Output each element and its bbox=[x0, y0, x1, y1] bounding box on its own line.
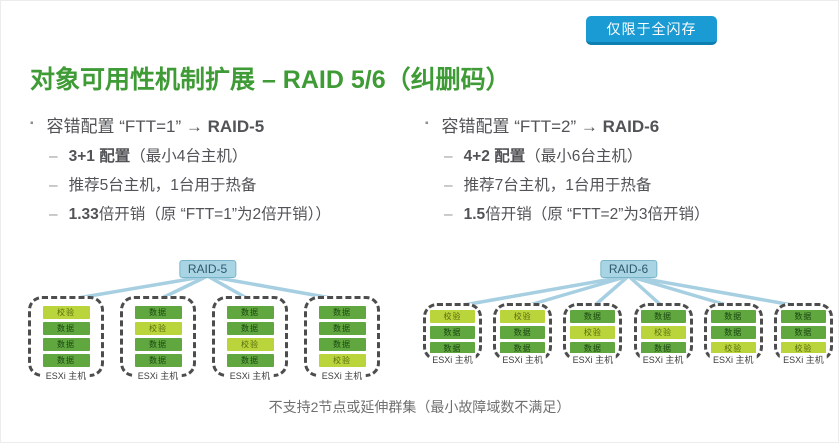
parity-block: 校验 bbox=[710, 341, 756, 355]
raid5-heading-text: 容错配置 “FTT=1” → RAID-5 bbox=[46, 117, 265, 136]
esxi-host: 数据 数据 校验 ESXi 主机 bbox=[703, 303, 763, 366]
esxi-host: 数据 数据 校验 数据 ESXi 主机 bbox=[212, 296, 288, 382]
parity-block: 校验 bbox=[500, 309, 546, 323]
parity-block: 校验 bbox=[134, 322, 182, 335]
raid6-heading: ▪ 容错配置 “FTT=2” → RAID-6 bbox=[425, 112, 829, 137]
esxi-host-label: ESXi 主机 bbox=[780, 353, 827, 366]
raid5-item-overhead-text: 1.33倍开销（原 “FTT=1”为2倍开销）） bbox=[68, 206, 331, 223]
parity-block: 校验 bbox=[318, 354, 366, 367]
raid6-connector-lines bbox=[450, 274, 806, 309]
raid5-item-config: – 3+1 配置（最小4台主机） bbox=[49, 147, 422, 167]
dash-marker: – bbox=[444, 206, 453, 223]
parity-block: 校验 bbox=[780, 341, 826, 355]
data-block: 数据 bbox=[570, 341, 616, 355]
dash-marker: – bbox=[49, 206, 58, 223]
all-flash-only-badge: 仅限于全闪存 bbox=[586, 16, 717, 45]
esxi-host-label: ESXi 主机 bbox=[569, 353, 617, 366]
esxi-host: 数据 数据 校验 ESXi 主机 bbox=[773, 303, 833, 366]
raid5-heading: ▪ 容错配置 “FTT=1” → RAID-5 bbox=[30, 112, 422, 137]
footer-note: 不支持2节点或延伸群集（最小故障域数不满足） bbox=[268, 399, 571, 415]
data-block: 数据 bbox=[780, 309, 826, 323]
raid5-item-recommend: – 推荐5台主机，1台用于热备 bbox=[49, 176, 422, 196]
raid5-item-recommend-text: 推荐5台主机，1台用于热备 bbox=[68, 177, 257, 194]
data-block: 数据 bbox=[318, 306, 366, 319]
data-block: 数据 bbox=[570, 309, 616, 323]
raid6-bullet-column: ▪ 容错配置 “FTT=2” → RAID-6 – 4+2 配置（最小6台主机）… bbox=[425, 112, 829, 234]
esxi-host: 校验 数据 数据 数据 ESXi 主机 bbox=[28, 296, 104, 382]
data-block: 数据 bbox=[134, 354, 182, 367]
data-block: 数据 bbox=[780, 325, 826, 339]
data-block: 数据 bbox=[134, 306, 182, 319]
raid6-item-recommend: – 推荐7台主机，1台用于热备 bbox=[444, 176, 829, 196]
esxi-host-label: ESXi 主机 bbox=[226, 369, 274, 382]
raid6-diagram: RAID-6 校验 数据 数据 ESXi 主机 校验 数据 数据 ESXi 主机 数据 校验 数据 E… bbox=[418, 256, 839, 392]
raid5-item-config-text: 3+1 配置（最小4台主机） bbox=[68, 148, 248, 165]
esxi-host: 数据 数据 数据 校验 ESXi 主机 bbox=[304, 296, 380, 382]
raid6-item-config-text: 4+2 配置（最小6台主机） bbox=[463, 148, 643, 165]
data-block: 数据 bbox=[134, 338, 182, 351]
data-block: 数据 bbox=[640, 341, 686, 355]
parity-block: 校验 bbox=[226, 338, 274, 351]
data-block: 数据 bbox=[42, 338, 90, 351]
data-block: 数据 bbox=[710, 309, 756, 323]
data-block: 数据 bbox=[500, 341, 546, 355]
raid6-item-config: – 4+2 配置（最小6台主机） bbox=[444, 147, 829, 167]
dash-marker: – bbox=[444, 148, 453, 165]
dash-marker: – bbox=[49, 148, 58, 165]
data-block: 数据 bbox=[42, 354, 90, 367]
parity-block: 校验 bbox=[42, 306, 90, 319]
bullet-marker: ▪ bbox=[30, 118, 34, 129]
raid6-group-label: RAID-6 bbox=[599, 260, 658, 278]
raid6-item-overhead: – 1.5倍开销（原 “FTT=2”为3倍开销） bbox=[444, 205, 829, 225]
data-block: 数据 bbox=[226, 322, 274, 335]
bullet-marker: ▪ bbox=[425, 118, 429, 129]
raid6-item-recommend-text: 推荐7台主机，1台用于热备 bbox=[463, 177, 652, 194]
data-block: 数据 bbox=[430, 341, 475, 355]
esxi-host-label: ESXi 主机 bbox=[639, 353, 687, 366]
dash-marker: – bbox=[49, 177, 58, 194]
dash-marker: – bbox=[444, 177, 453, 194]
data-block: 数据 bbox=[226, 354, 274, 367]
esxi-host-label: ESXi 主机 bbox=[134, 369, 182, 382]
raid5-diagram: RAID-5 校验 数据 数据 数据 ESXi 主机 数据 校验 数据 数据 ESXi 主机 数据数… bbox=[10, 256, 405, 392]
data-block: 数据 bbox=[640, 309, 686, 323]
esxi-host: 校验 数据 数据 ESXi 主机 bbox=[493, 303, 553, 366]
page-title: 对象可用性机制扩展 – RAID 5/6（纠删码） bbox=[30, 66, 511, 94]
parity-block: 校验 bbox=[570, 325, 616, 339]
esxi-host: 数据 校验 数据 ESXi 主机 bbox=[563, 303, 623, 366]
data-block: 数据 bbox=[42, 322, 90, 335]
raid5-group-label: RAID-5 bbox=[178, 260, 237, 278]
esxi-host-label: ESXi 主机 bbox=[709, 353, 757, 366]
raid5-bullet-column: ▪ 容错配置 “FTT=1” → RAID-5 – 3+1 配置（最小4台主机）… bbox=[30, 112, 422, 234]
raid5-hosts-row: 校验 数据 数据 数据 ESXi 主机 数据 校验 数据 数据 ESXi 主机 数据 数据 校验 数据 ES… bbox=[28, 296, 380, 382]
esxi-host-label: ESXi 主机 bbox=[499, 353, 546, 366]
esxi-host: 校验 数据 数据 ESXi 主机 bbox=[423, 303, 482, 366]
data-block: 数据 bbox=[318, 322, 366, 335]
esxi-host: 数据 校验 数据 数据 ESXi 主机 bbox=[120, 296, 196, 382]
data-block: 数据 bbox=[318, 338, 366, 351]
esxi-host-label: ESXi 主机 bbox=[429, 353, 476, 366]
esxi-host: 数据 校验 数据 ESXi 主机 bbox=[633, 303, 693, 366]
esxi-host-label: ESXi 主机 bbox=[42, 369, 90, 382]
esxi-host-label: ESXi 主机 bbox=[318, 369, 366, 382]
data-block: 数据 bbox=[500, 325, 546, 339]
raid6-hosts-row: 校验 数据 数据 ESXi 主机 校验 数据 数据 ESXi 主机 数据 校验 数据 ESXi 主机数… bbox=[423, 303, 833, 366]
raid6-heading-text: 容错配置 “FTT=2” → RAID-6 bbox=[441, 117, 660, 136]
data-block: 数据 bbox=[430, 325, 475, 339]
data-block: 数据 bbox=[710, 325, 756, 339]
parity-block: 校验 bbox=[640, 325, 686, 339]
raid6-item-overhead-text: 1.5倍开销（原 “FTT=2”为3倍开销） bbox=[463, 206, 710, 223]
parity-block: 校验 bbox=[430, 309, 475, 323]
raid5-item-overhead: – 1.33倍开销（原 “FTT=1”为2倍开销）） bbox=[49, 205, 422, 225]
data-block: 数据 bbox=[226, 306, 274, 319]
